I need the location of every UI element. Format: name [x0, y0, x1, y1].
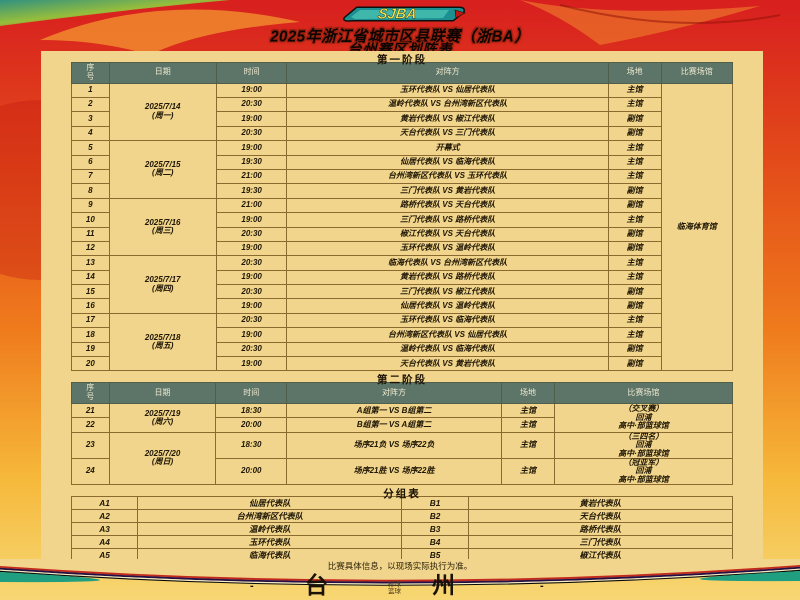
- svg-text:台: 台: [305, 572, 328, 596]
- svg-text:-: -: [250, 580, 254, 592]
- svg-text:SJBA: SJBA: [377, 7, 418, 23]
- svg-text:-: -: [540, 580, 544, 592]
- svg-text:排球: 排球: [388, 579, 402, 588]
- svg-text:篮球: 篮球: [388, 586, 402, 595]
- svg-text:州: 州: [432, 572, 455, 596]
